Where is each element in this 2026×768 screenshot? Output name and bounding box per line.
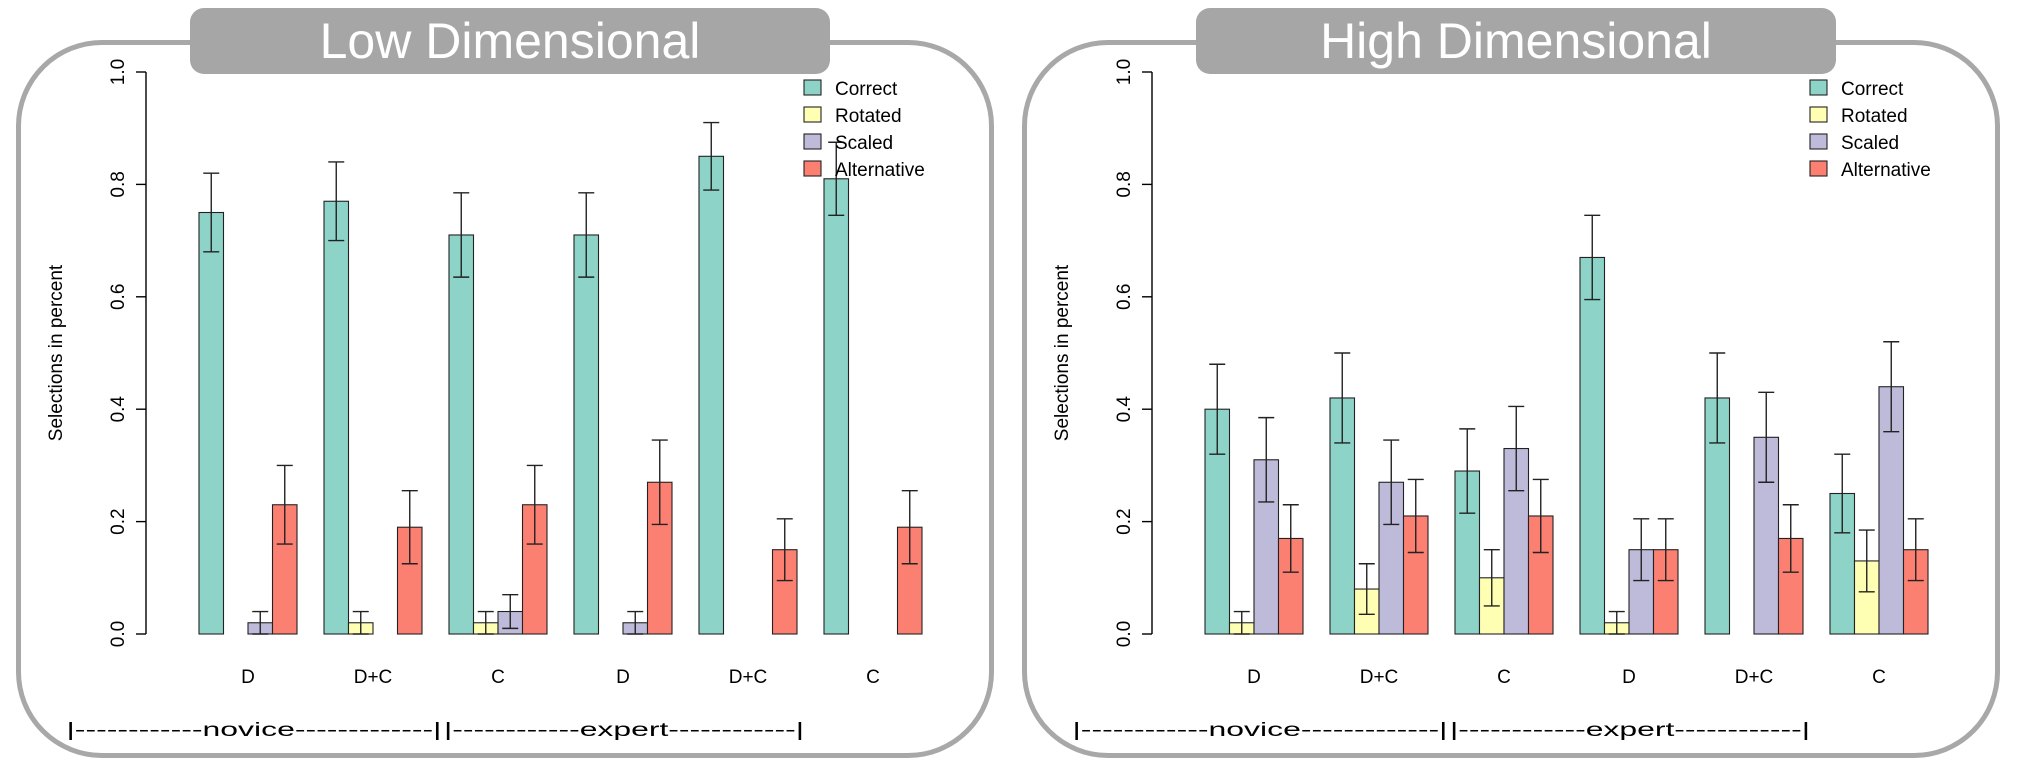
panel-title: High Dimensional bbox=[1196, 8, 1836, 74]
legend-swatch bbox=[1809, 79, 1828, 96]
legend-label: Rotated bbox=[1841, 106, 1908, 127]
x-tick-label: D bbox=[1247, 667, 1261, 688]
x-tick-label: D+C bbox=[354, 667, 393, 688]
y-tick-label: 0.4 bbox=[1114, 396, 1135, 423]
y-tick-label: 0.0 bbox=[1114, 621, 1135, 647]
y-tick-label: 0.8 bbox=[108, 171, 129, 197]
legend-swatch bbox=[803, 133, 822, 150]
low-dimensional-panel: Low Dimensional 0.0 0.2 0.4 0.6 0.8 1.0 Select… bbox=[14, 0, 1014, 768]
bar-correct bbox=[1704, 397, 1731, 635]
group-label-expert: |------------expert------------| bbox=[1450, 720, 1810, 741]
panel-title: Low Dimensional bbox=[190, 8, 830, 74]
legend-label: Rotated bbox=[835, 106, 902, 127]
x-tick-label: D bbox=[616, 667, 630, 688]
group-label-expert: |------------expert------------| bbox=[444, 720, 804, 741]
legend-swatch bbox=[1809, 133, 1828, 150]
bar-correct bbox=[448, 234, 475, 635]
x-tick-label: D+C bbox=[1735, 667, 1774, 688]
legend-label: Correct bbox=[835, 79, 898, 100]
legend-label: Scaled bbox=[1841, 133, 1899, 154]
bar-correct bbox=[323, 200, 350, 635]
bar-scaled bbox=[1753, 436, 1780, 635]
group-label-novice: |------------novice-------------| bbox=[1073, 720, 1448, 741]
high-dimensional-chart: 0.0 0.2 0.4 0.6 0.8 1.0 Selections in percent D… bbox=[1052, 59, 1931, 741]
x-tick-label: D+C bbox=[1360, 667, 1399, 688]
y-tick-label: 0.0 bbox=[108, 621, 129, 647]
y-tick-label: 0.2 bbox=[108, 508, 129, 534]
x-tick-label: C bbox=[1497, 667, 1511, 688]
y-tick-label: 0.6 bbox=[108, 284, 129, 310]
y-tick-label: 0.8 bbox=[1114, 171, 1135, 197]
group-label-novice: |------------novice-------------| bbox=[67, 720, 442, 741]
y-tick-label: 0.2 bbox=[1114, 508, 1135, 534]
bar-correct bbox=[698, 155, 725, 635]
low-dimensional-chart: 0.0 0.2 0.4 0.6 0.8 1.0 Selections in percent D… bbox=[46, 59, 925, 741]
legend-swatch bbox=[1809, 160, 1828, 177]
x-tick-label: C bbox=[866, 667, 880, 688]
legend-label: Correct bbox=[1841, 79, 1904, 100]
y-tick-label: 0.4 bbox=[108, 396, 129, 423]
legend-label: Alternative bbox=[835, 160, 925, 181]
legend-swatch bbox=[1809, 106, 1828, 123]
legend-swatch bbox=[803, 106, 822, 123]
x-tick-label: D+C bbox=[729, 667, 768, 688]
x-tick-label: D bbox=[1622, 667, 1636, 688]
legend-swatch bbox=[803, 79, 822, 96]
x-tick-label: C bbox=[491, 667, 505, 688]
legend-swatch bbox=[803, 160, 822, 177]
panel-frame bbox=[1022, 40, 2000, 758]
y-tick-label: 1.0 bbox=[108, 59, 129, 85]
bar-alternative bbox=[521, 504, 548, 635]
x-tick-label: C bbox=[1872, 667, 1886, 688]
y-tick-label: 1.0 bbox=[1114, 59, 1135, 85]
bar-correct bbox=[198, 211, 225, 635]
high-dimensional-panel: High Dimensional 0.0 0.2 0.4 0.6 0.8 1.0 Selec… bbox=[1020, 0, 2020, 768]
legend-label: Alternative bbox=[1841, 160, 1931, 181]
bar-correct bbox=[1579, 256, 1606, 635]
y-tick-label: 0.6 bbox=[1114, 284, 1135, 310]
y-axis-label: Selections in percent bbox=[46, 264, 67, 441]
legend-label: Scaled bbox=[835, 133, 893, 154]
y-axis-label: Selections in percent bbox=[1052, 264, 1073, 441]
bar-correct bbox=[573, 234, 600, 635]
x-tick-label: D bbox=[241, 667, 255, 688]
bar-correct bbox=[823, 178, 850, 635]
